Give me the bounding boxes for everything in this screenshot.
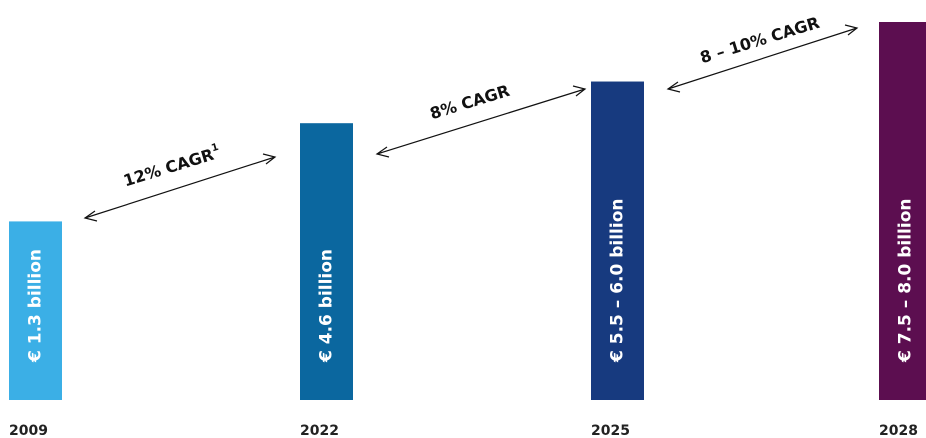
value-label: € 4.6 billion <box>317 249 337 363</box>
footnote-mark: 1 <box>210 142 220 155</box>
cagr-label: 8% CAGR <box>428 81 512 123</box>
value-label: € 1.3 billion <box>26 249 46 363</box>
cagr-arrow <box>376 88 586 155</box>
value-label: € 7.5 – 8.0 billion <box>896 199 916 364</box>
bar <box>591 81 644 400</box>
arrow-head <box>666 81 681 93</box>
cagr-arrow <box>667 27 858 90</box>
arrows <box>83 24 859 222</box>
arrow-head <box>844 24 859 36</box>
year-label: 2022 <box>300 423 339 438</box>
bar <box>879 22 926 400</box>
cagr-label: 12% CAGR1 <box>121 142 223 190</box>
arrow-head <box>572 85 587 97</box>
arrow-head <box>375 146 390 158</box>
value-label: € 5.5 – 6.0 billion <box>608 199 628 364</box>
year-label: 2009 <box>9 423 48 438</box>
year-label: 2028 <box>879 423 918 438</box>
cagr-arrow <box>84 156 276 219</box>
year-label: 2025 <box>591 423 630 438</box>
cagr-text: 12% CAGR <box>121 144 216 189</box>
bar <box>300 123 353 401</box>
arrow-head <box>262 153 277 165</box>
arrow-head <box>83 210 98 222</box>
bar <box>9 221 62 400</box>
